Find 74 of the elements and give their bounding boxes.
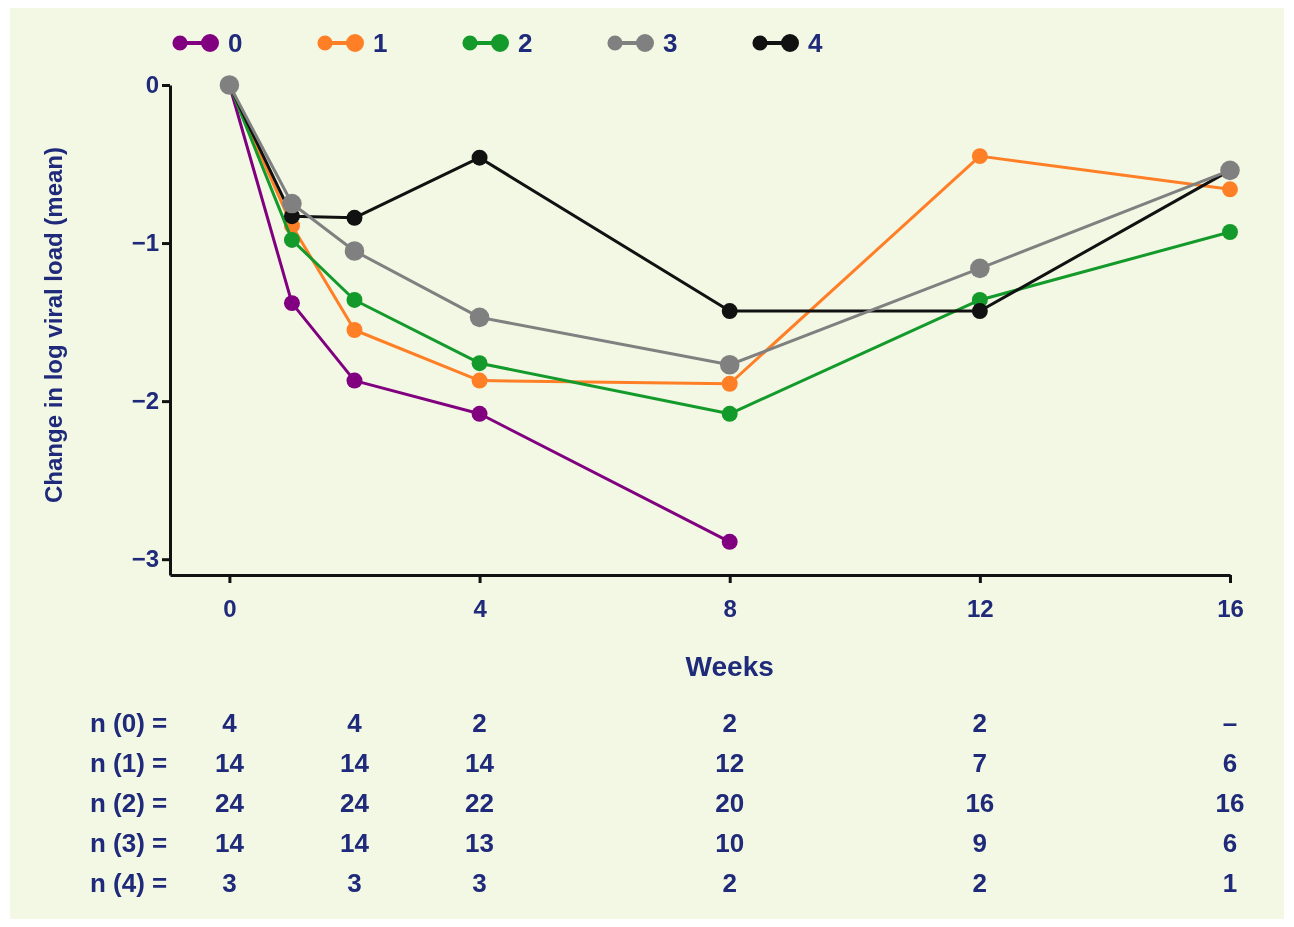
text: n (1) =: [90, 748, 168, 778]
text: 9: [972, 828, 988, 858]
point: [721, 375, 738, 392]
y-tick-label: −1: [131, 229, 159, 257]
text: 4: [347, 708, 363, 738]
text: 20: [715, 788, 745, 818]
text: 24: [340, 788, 370, 818]
point: [721, 405, 738, 422]
point: [471, 405, 488, 422]
point: [283, 295, 300, 312]
x-axis-title: Weeks: [685, 651, 774, 682]
x-tick-label: 8: [723, 595, 737, 623]
point: [346, 209, 363, 226]
text: 22: [465, 788, 495, 818]
legend-label: 4: [808, 28, 823, 58]
y-tick-label: −2: [131, 387, 159, 415]
point: [469, 307, 490, 328]
point: [471, 355, 488, 372]
text: 6: [1222, 828, 1238, 858]
text: n (3) =: [90, 828, 168, 858]
point: [721, 303, 738, 319]
text: 2: [472, 708, 487, 738]
point: [721, 533, 738, 550]
y-tick-label: 0: [145, 71, 159, 99]
legend-label: 3: [663, 28, 678, 58]
point: [471, 149, 488, 166]
text: 14: [340, 828, 370, 858]
text: n (4) =: [90, 868, 168, 898]
text: 4: [222, 708, 238, 738]
point: [282, 193, 302, 214]
x-tick-label: 0: [223, 595, 237, 623]
text: n (0) =: [90, 708, 168, 738]
point: [283, 231, 300, 248]
text: 14: [214, 828, 245, 858]
legend-label: 1: [373, 28, 388, 58]
x-tick-label: 12: [967, 595, 994, 623]
text: 7: [972, 748, 988, 778]
text: 12: [715, 748, 745, 778]
text: 2: [722, 868, 737, 898]
text: 2: [972, 708, 988, 738]
text: 1: [1222, 868, 1238, 898]
text: 24: [214, 788, 245, 818]
text: n (2) =: [90, 788, 168, 818]
point: [719, 355, 740, 375]
point: [346, 292, 363, 308]
text: 2: [722, 708, 737, 738]
text: 14: [465, 748, 495, 778]
x-tick-label: 16: [1217, 595, 1244, 623]
text: –: [1222, 708, 1238, 738]
text: 13: [465, 828, 495, 858]
point: [1222, 181, 1238, 198]
text: 16: [1215, 788, 1245, 818]
point: [344, 241, 365, 261]
text: 10: [715, 828, 745, 858]
point: [970, 258, 990, 279]
point: [346, 372, 363, 389]
text: 3: [472, 868, 487, 898]
text: 6: [1222, 748, 1238, 778]
text: 3: [347, 868, 362, 898]
point: [971, 148, 988, 165]
text: 14: [340, 748, 370, 778]
point: [971, 303, 988, 319]
x-tick-label: 4: [473, 595, 488, 623]
point: [346, 322, 363, 338]
legend-label: 2: [518, 28, 533, 58]
text: 3: [222, 868, 237, 898]
legend-label: 0: [228, 28, 243, 58]
y-tick-label: −3: [131, 545, 159, 573]
point: [1222, 224, 1238, 240]
text: 2: [972, 868, 988, 898]
text: 16: [965, 788, 995, 818]
y-axis-title: Change in log viral load (mean): [40, 146, 67, 504]
point: [471, 372, 488, 389]
text: 14: [214, 748, 245, 778]
